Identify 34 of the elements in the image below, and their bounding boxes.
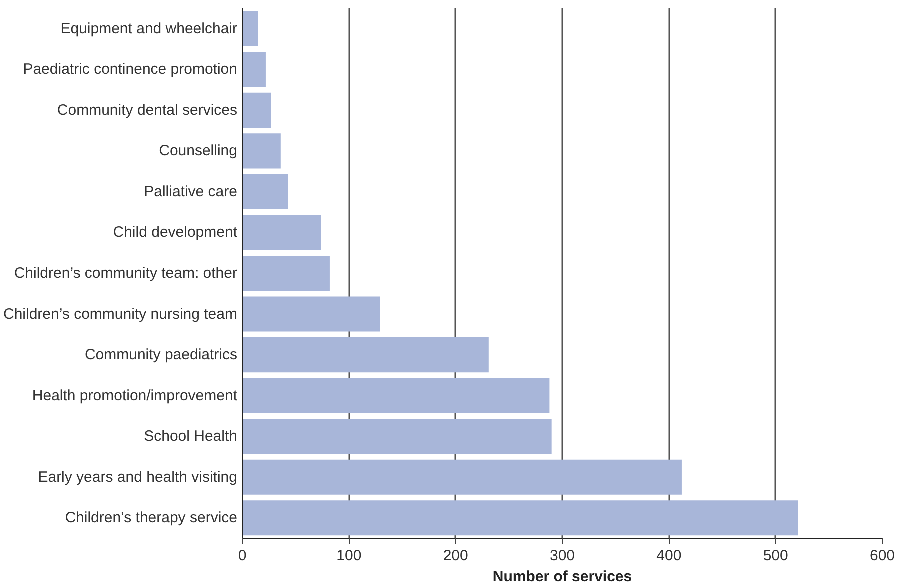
y-tick-label: Children’s community team: other <box>14 265 238 282</box>
y-tick-label: Child development <box>113 224 238 242</box>
bar <box>242 174 288 210</box>
x-tick-label: 400 <box>656 548 682 564</box>
bar <box>242 460 682 495</box>
y-tick-label: Children’s therapy service <box>65 510 238 527</box>
bar <box>242 92 272 128</box>
x-tick-label: 500 <box>763 548 788 564</box>
y-tick-label: Early years and health visiting <box>38 468 238 486</box>
x-tick-label: 100 <box>336 548 362 564</box>
x-tick-label: 200 <box>443 548 468 564</box>
bar <box>242 215 322 250</box>
y-tick-label: Paediatric continence promotion <box>23 61 238 78</box>
bar <box>242 338 489 373</box>
y-tick-label: Counselling <box>159 142 238 160</box>
x-tick-label: 300 <box>550 548 576 564</box>
y-tick-label: Health promotion/improvement <box>32 387 238 404</box>
y-tick-label: Equipment and wheelchair <box>60 20 238 38</box>
bar <box>242 378 550 414</box>
x-tick-label: 600 <box>870 548 896 564</box>
x-axis-title: Number of services <box>492 568 632 586</box>
y-tick-label: Community dental services <box>57 102 238 119</box>
bar <box>242 134 281 169</box>
bar <box>242 419 552 454</box>
y-tick-label: Children’s community nursing team <box>4 306 238 323</box>
bar <box>242 256 330 292</box>
y-tick-label: School Health <box>144 428 238 446</box>
y-tick-label: Community paediatrics <box>84 346 238 364</box>
bar <box>242 52 266 88</box>
bar <box>242 11 258 46</box>
bar <box>242 500 798 536</box>
x-tick-label: 0 <box>238 548 247 564</box>
y-tick-label: Palliative care <box>144 183 238 200</box>
bar <box>242 296 380 332</box>
